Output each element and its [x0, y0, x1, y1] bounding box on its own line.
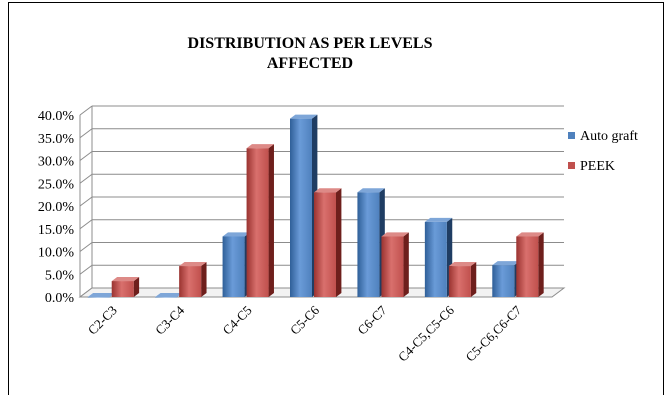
bar-side: [538, 232, 544, 297]
bar-side: [470, 262, 477, 297]
legend-label-peek: PEEK: [580, 159, 615, 174]
bar-front: [448, 266, 471, 297]
bar-peek-c5-c6: [314, 188, 342, 297]
bar-front: [381, 236, 404, 297]
bar-top: [424, 217, 453, 222]
bar-peek-c5-c6-c6-c7: [516, 232, 544, 297]
bar-front: [314, 192, 336, 297]
bar-top: [179, 262, 207, 267]
bar-top: [222, 232, 250, 237]
bar-top: [448, 262, 477, 267]
bar-side: [201, 262, 207, 297]
bar-front: [179, 266, 202, 297]
bar-front: [492, 265, 515, 297]
y-tick-label: 0.0%: [45, 291, 75, 306]
bar-top: [87, 292, 116, 297]
chart-title-line2: AFFECTED: [267, 55, 353, 72]
y-tick-label: 15.0%: [38, 223, 75, 238]
y-tick-label: 35.0%: [38, 132, 75, 147]
gridline-side: [79, 196, 93, 207]
gridline-side: [79, 105, 93, 116]
bar-auto-graft-c4-c5: [222, 232, 250, 297]
bar-peek-c6-c7: [381, 232, 409, 297]
bar-peek-c2-c3: [111, 277, 140, 297]
chart-title-line1: DISTRIBUTION AS PER LEVELS: [188, 35, 433, 52]
x-tick-label: C4-C5,C5-C6: [395, 302, 457, 364]
bar-top: [381, 232, 409, 237]
bar-side: [133, 277, 140, 297]
x-tick-label: C5-C6,C6-C7: [462, 302, 524, 364]
bar-top: [111, 277, 140, 282]
bar-side: [403, 232, 409, 297]
x-tick-label: C3-C4: [152, 302, 187, 337]
y-tick-label: 5.0%: [45, 268, 75, 283]
bar-front: [111, 281, 134, 297]
bar-front: [424, 221, 447, 297]
y-tick-label: 40.0%: [38, 109, 75, 124]
gridline-side: [79, 173, 93, 184]
bar-auto-graft-c6-c7: [357, 188, 385, 297]
y-tick-label: 20.0%: [38, 200, 75, 215]
bar-top: [492, 261, 520, 266]
legend-swatch-peek: [568, 162, 575, 169]
x-axis-ticks: C2-C3 C3-C4 C4-C5 C5-C6 C6-C7 C4-C5,C5-C6 C5-C…: [85, 302, 525, 364]
bar-top: [246, 144, 274, 149]
y-tick-label: 30.0%: [38, 155, 75, 170]
y-tick-label: 25.0%: [38, 177, 75, 192]
bar-front: [87, 297, 110, 298]
legend: Auto graft PEEK: [568, 129, 638, 174]
bar-side: [268, 144, 274, 297]
bar-auto-graft-c5-c6-c6-c7: [492, 261, 520, 297]
bar-side: [336, 188, 342, 297]
bar-top: [357, 188, 385, 193]
gridline-side: [79, 128, 93, 139]
x-tick-label: C6-C7: [354, 302, 389, 337]
legend-label-auto-graft: Auto graft: [580, 129, 638, 144]
bar-auto-graft-c5-c6: [290, 114, 318, 297]
bar-peek-c4-c5-c5-c6: [448, 262, 477, 297]
bar-peek-c3-c4: [179, 262, 207, 297]
gridline-side: [79, 264, 93, 275]
x-tick-label: C4-C5: [220, 303, 255, 338]
bar-auto-graft-c3-c4: [155, 292, 183, 298]
bar-top: [516, 232, 544, 237]
gridline-side: [79, 242, 93, 252]
bar-front: [155, 297, 178, 298]
gridline-side: [79, 151, 93, 161]
bar-auto-graft-c4-c5-c5-c6: [424, 217, 453, 297]
bar-peek-c4-c5: [246, 144, 274, 297]
x-tick-label: C2-C3: [85, 303, 120, 338]
x-tick-label: C5-C6: [287, 302, 322, 337]
bars: [87, 114, 544, 298]
bar-front: [516, 236, 539, 297]
bar-top: [290, 114, 318, 119]
bar-front: [357, 192, 380, 297]
bar-front: [290, 118, 312, 297]
legend-swatch-auto-graft: [568, 132, 575, 139]
y-tick-label: 10.0%: [38, 246, 75, 261]
bar-auto-graft-c2-c3: [87, 292, 116, 298]
bar-top: [314, 188, 342, 193]
bar-top: [155, 292, 183, 297]
bar-front: [246, 148, 269, 297]
bar-front: [222, 236, 245, 297]
gridline-side: [79, 219, 93, 230]
y-axis-ticks: 0.0% 5.0% 10.0% 15.0% 20.0% 25.0% 30.0% 35.0% 40…: [38, 109, 75, 306]
